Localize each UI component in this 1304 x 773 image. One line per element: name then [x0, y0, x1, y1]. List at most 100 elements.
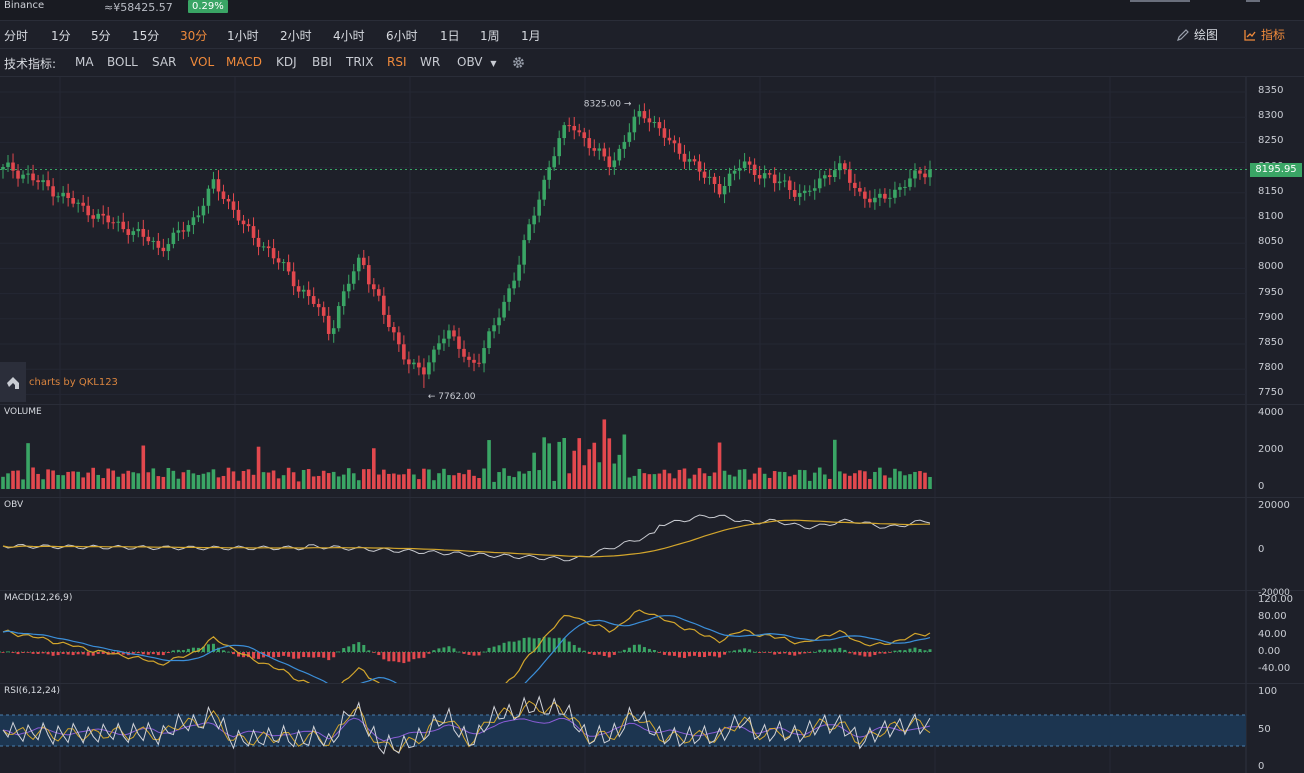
indicator-rsi[interactable]: RSI — [387, 55, 407, 69]
macd-hist-bar — [337, 651, 341, 653]
tab-timeframe-4h[interactable]: 4小时 — [333, 29, 365, 43]
macd-hist-bar — [56, 652, 60, 656]
obv-title: OBV — [4, 500, 24, 510]
macd-hist-bar — [542, 636, 546, 652]
candle-body — [61, 192, 65, 197]
candle-body — [482, 348, 486, 364]
indicator-ma[interactable]: MA — [75, 55, 94, 69]
indicator-trix[interactable]: TRIX — [346, 55, 374, 69]
volume-bar — [101, 478, 106, 489]
macd-chart[interactable] — [0, 591, 1304, 683]
indicator-macd[interactable]: MACD — [226, 55, 262, 69]
tab-timeframe-1m[interactable]: 1分 — [51, 29, 71, 43]
tab-timeframe-5m[interactable]: 5分 — [91, 29, 111, 43]
volume-chart[interactable] — [0, 405, 1304, 497]
macd-hist-bar — [818, 649, 822, 652]
volume-bar — [261, 472, 266, 489]
volume-bar — [512, 477, 516, 489]
candlestick-chart[interactable]: 8325.00 → ← 7762.00 — [0, 77, 1304, 404]
volume-bar — [672, 478, 677, 489]
volume-bar — [156, 476, 161, 489]
candle-body — [331, 328, 336, 334]
indicator-wr[interactable]: WR — [420, 55, 441, 69]
candle-body — [462, 348, 466, 357]
price-panel[interactable]: 8325.00 →← 7762.00 835083008250820081508… — [0, 77, 1304, 405]
volume-bar — [752, 473, 757, 489]
macd-hist-bar — [692, 652, 696, 656]
macd-hist-bar — [206, 644, 210, 652]
tab-timeframe-6h[interactable]: 6小时 — [386, 29, 418, 43]
candle-body — [542, 179, 546, 200]
draw-tool-button[interactable]: 绘图 — [1176, 26, 1218, 43]
indicator-bar-label: 技术指标: — [4, 57, 57, 71]
macd-tick-80: 80.00 — [1258, 611, 1287, 622]
macd-hist-bar — [382, 652, 386, 660]
volume-bar — [241, 471, 246, 489]
tab-timeframe-1d[interactable]: 1日 — [440, 29, 460, 43]
volume-bar — [812, 472, 817, 489]
macd-hist-bar — [26, 652, 30, 653]
window-control-small[interactable] — [1246, 0, 1260, 2]
volume-bar — [186, 469, 191, 489]
indicator-bbi[interactable]: BBI — [312, 55, 333, 69]
macd-hist-bar — [121, 652, 125, 655]
macd-panel[interactable]: MACD(12,26,9) 120.00 80.00 40.00 0.00 -4… — [0, 591, 1304, 684]
tab-timeframe-fenshi[interactable]: 分时 — [4, 29, 29, 43]
candle-body — [802, 190, 807, 194]
volume-bar — [286, 467, 291, 489]
rsi-panel[interactable]: RSI(6,12,24) 100 50 0 — [0, 684, 1304, 773]
price-tick-8000: 8000 — [1258, 261, 1284, 273]
candle-body — [888, 197, 892, 199]
indicator-obv[interactable]: OBV ▼ — [457, 55, 497, 69]
macd-hist-bar — [482, 651, 486, 653]
macd-hist-bar — [111, 652, 115, 655]
price-tick-8350: 8350 — [1258, 85, 1284, 96]
tab-timeframe-1h[interactable]: 1小时 — [227, 29, 259, 43]
volume-bar — [602, 419, 607, 489]
macd-hist-bar — [282, 652, 286, 656]
gear-icon[interactable] — [511, 55, 526, 70]
obv-panel[interactable]: OBV 20000 0 -20000 — [0, 498, 1304, 598]
tab-timeframe-1mo[interactable]: 1月 — [521, 29, 541, 43]
indicator-sar[interactable]: SAR — [152, 55, 177, 69]
macd-hist-bar — [467, 652, 471, 655]
tab-timeframe-15m[interactable]: 15分 — [132, 29, 160, 43]
candle-body — [687, 159, 692, 162]
volume-bar — [236, 480, 241, 489]
indicator-boll[interactable]: BOLL — [107, 55, 138, 69]
indicator-vol[interactable]: VOL — [190, 55, 215, 69]
indicator-kdj[interactable]: KDJ — [276, 55, 297, 69]
tab-timeframe-30m[interactable]: 30分 — [180, 29, 208, 43]
volume-bar — [572, 450, 577, 489]
volume-bar — [562, 437, 567, 489]
rsi-chart[interactable] — [0, 684, 1304, 773]
volume-bar — [126, 470, 131, 489]
macd-hist-bar — [176, 649, 180, 652]
indicator-tool-button[interactable]: 指标 — [1243, 26, 1285, 43]
volume-bar — [417, 479, 421, 489]
volume-bar — [462, 474, 466, 489]
volume-bar — [642, 473, 647, 489]
candle-body — [181, 230, 186, 232]
candle-body — [512, 280, 516, 289]
tab-timeframe-1w[interactable]: 1周 — [480, 29, 500, 43]
obv-chart[interactable] — [0, 498, 1304, 590]
macd-hist-bar — [758, 652, 762, 653]
volume-panel[interactable]: VOLUME 4000 2000 0 — [0, 405, 1304, 498]
volume-bar — [707, 476, 712, 489]
volume-bar — [271, 470, 276, 489]
candle-body — [206, 188, 211, 206]
macd-hist-bar — [322, 652, 326, 658]
macd-hist-bar — [332, 652, 336, 658]
macd-hist-bar — [923, 650, 927, 652]
volume-bar — [552, 480, 556, 489]
macd-hist-bar — [437, 648, 441, 652]
volume-bar — [211, 469, 216, 489]
tab-timeframe-2h[interactable]: 2小时 — [280, 29, 312, 43]
candle-body — [752, 164, 757, 175]
macd-hist-bar — [667, 652, 671, 656]
window-control-bar[interactable] — [1130, 0, 1190, 2]
macd-hist-bar — [1, 652, 5, 653]
volume-bar — [427, 469, 431, 489]
volume-bar — [91, 467, 95, 489]
